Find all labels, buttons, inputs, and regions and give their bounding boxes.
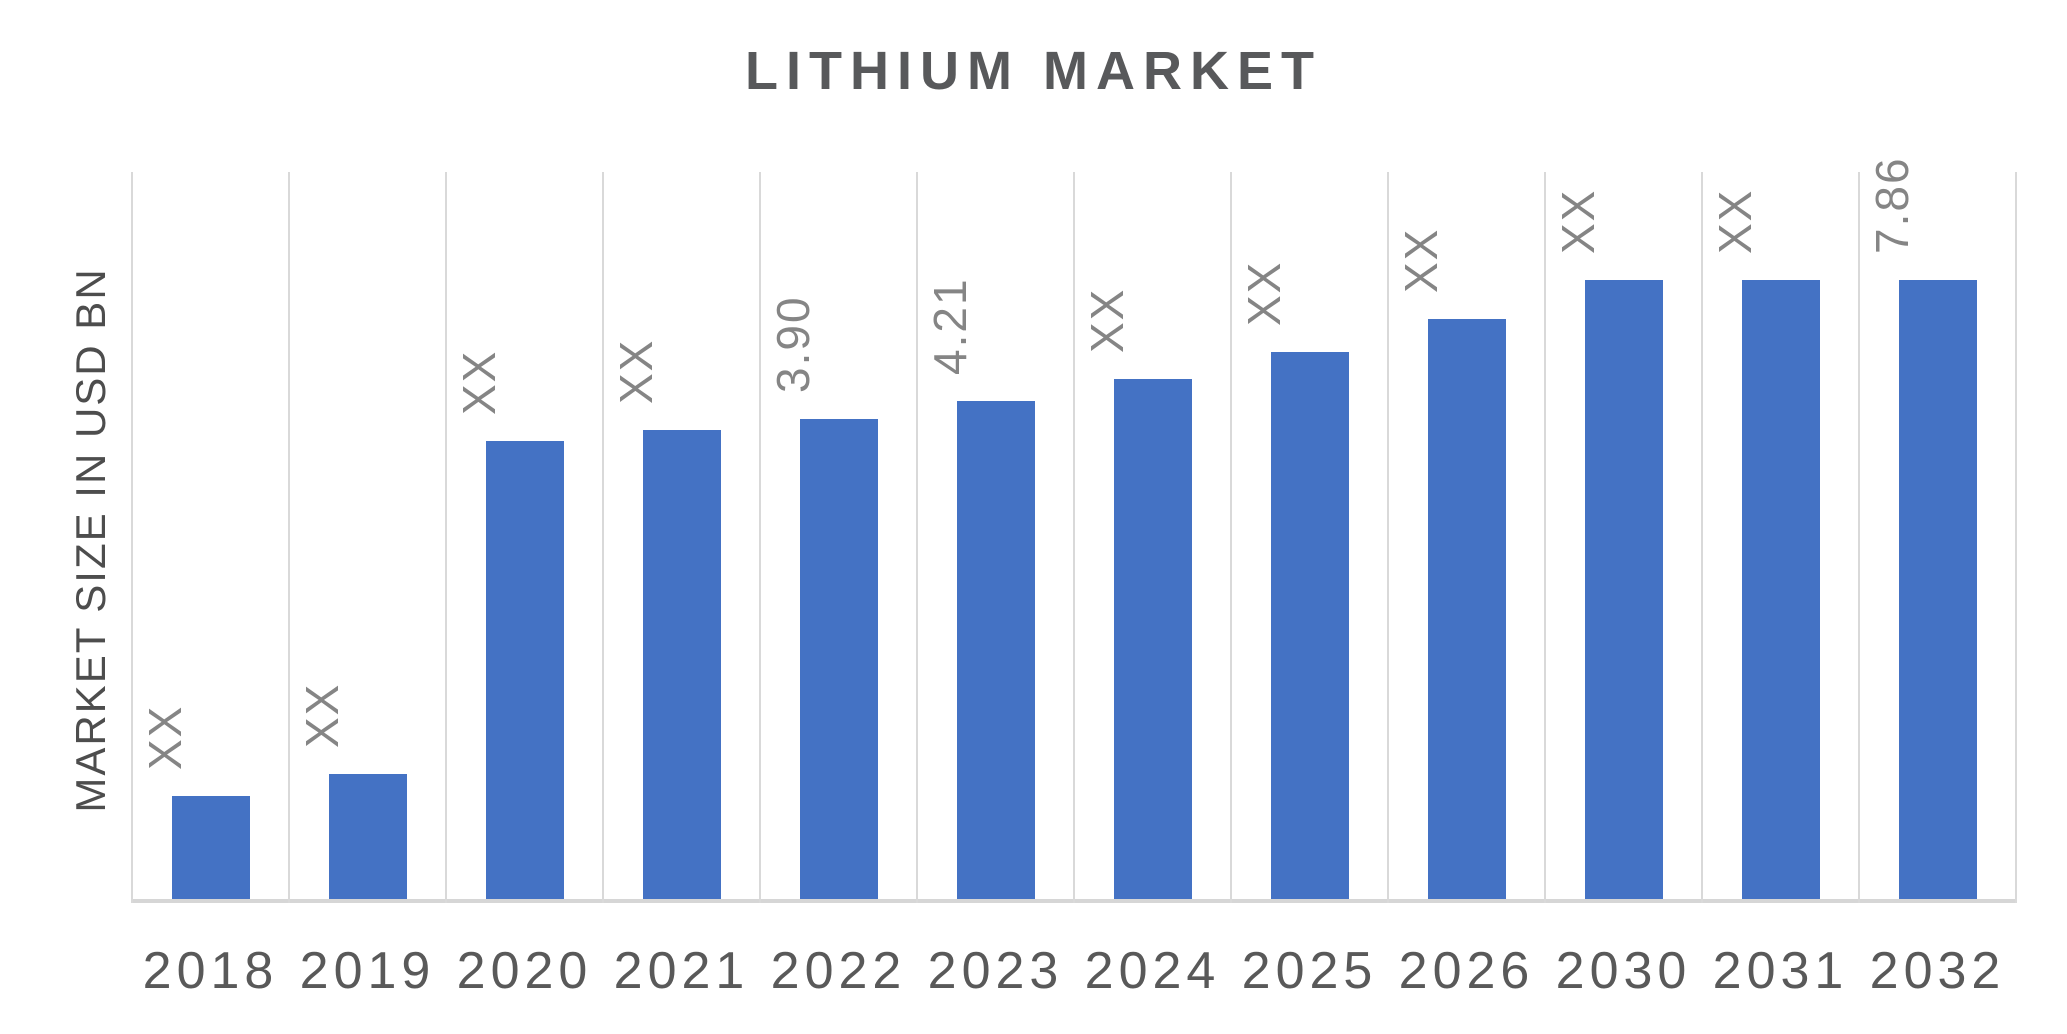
gridline xyxy=(759,172,761,903)
bar-2019 xyxy=(328,774,407,899)
gridline xyxy=(602,172,604,903)
gridline xyxy=(288,172,290,903)
bar-2022 xyxy=(799,419,878,899)
plot-area xyxy=(131,172,2017,903)
bar-value-label-2024: XX xyxy=(1080,287,1133,353)
x-tick-2023: 2023 xyxy=(927,942,1064,1000)
gridline xyxy=(2015,172,2017,903)
bar-2031 xyxy=(1741,280,1820,899)
gridline xyxy=(445,172,447,903)
gridline xyxy=(1387,172,1389,903)
x-tick-2018: 2018 xyxy=(142,942,279,1000)
bar-2021 xyxy=(642,430,721,899)
bar-value-label-2018: XX xyxy=(138,704,191,770)
x-tick-2021: 2021 xyxy=(613,942,750,1000)
bar-value-label-2020: XX xyxy=(452,349,505,415)
chart-title: LITHIUM MARKET xyxy=(745,41,1322,101)
gridline xyxy=(1230,172,1232,903)
bar-2024 xyxy=(1113,379,1192,899)
x-tick-2022: 2022 xyxy=(770,942,907,1000)
gridline xyxy=(1544,172,1546,903)
gridline xyxy=(1858,172,1860,903)
x-tick-2031: 2031 xyxy=(1712,942,1849,1000)
bar-2032 xyxy=(1898,280,1977,899)
x-tick-2030: 2030 xyxy=(1555,942,1692,1000)
bar-2026 xyxy=(1427,319,1506,899)
gridline xyxy=(1701,172,1703,903)
bar-2020 xyxy=(485,441,564,899)
bar-2025 xyxy=(1270,352,1349,899)
x-tick-2024: 2024 xyxy=(1084,942,1221,1000)
bar-2018 xyxy=(171,796,250,899)
x-tick-2025: 2025 xyxy=(1241,942,1378,1000)
y-axis-label: MARKET SIZE IN USD BN xyxy=(67,267,114,813)
bar-value-label-2022: 3.90 xyxy=(766,295,819,393)
bar-value-label-2019: XX xyxy=(295,682,348,748)
bar-value-label-2031: XX xyxy=(1708,188,1761,254)
bar-value-label-2026: XX xyxy=(1394,227,1447,293)
bar-2030 xyxy=(1584,280,1663,899)
gridline xyxy=(1073,172,1075,903)
bar-value-label-2025: XX xyxy=(1237,260,1290,326)
x-tick-2026: 2026 xyxy=(1398,942,1535,1000)
x-tick-2032: 2032 xyxy=(1869,942,2006,1000)
bar-2023 xyxy=(956,401,1035,899)
bar-value-label-2030: XX xyxy=(1551,188,1604,254)
gridline xyxy=(131,172,133,903)
gridline xyxy=(916,172,918,903)
bar-value-label-2023: 4.21 xyxy=(923,277,976,375)
bar-value-label-2021: XX xyxy=(609,338,662,404)
x-tick-2019: 2019 xyxy=(299,942,436,1000)
x-tick-2020: 2020 xyxy=(456,942,593,1000)
bar-value-label-2032: 7.86 xyxy=(1865,156,1918,254)
